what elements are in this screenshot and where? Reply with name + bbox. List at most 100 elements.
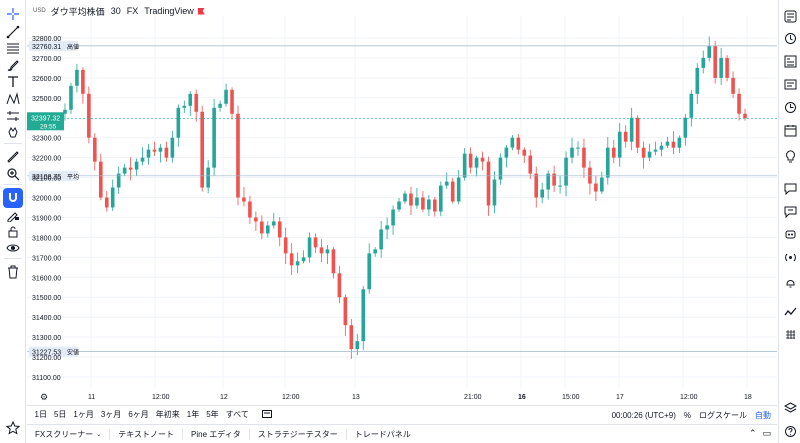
time-tick-label: 12 xyxy=(220,394,228,401)
chart-area[interactable]: 32760.31 高値 32108.75 平均 31227.53 安値 32397.32 29… xyxy=(27,0,777,405)
clock-readout[interactable]: 00:00:26 (UTC+9) xyxy=(611,410,676,420)
range-all[interactable]: すべて xyxy=(225,410,249,419)
currency-badge[interactable]: USD xyxy=(33,8,46,14)
price-axis: 32800.00 32700.00 32600.00 32500.00 32300.00… xyxy=(32,36,61,382)
candle-body xyxy=(301,257,306,262)
range-6m[interactable]: 6ヶ月 xyxy=(128,410,149,419)
tab-trade-panel[interactable]: トレードパネル xyxy=(345,428,419,440)
candle-body xyxy=(719,57,723,78)
price-tick-label: 32200.00 xyxy=(32,156,61,163)
idea-icon[interactable] xyxy=(782,148,798,164)
trash-icon[interactable] xyxy=(3,262,23,282)
layers-icon[interactable] xyxy=(782,400,798,416)
reference-lines: 32760.31 高値 32108.75 平均 31227.53 安値 32397.3229… xyxy=(27,40,777,357)
measure-icon[interactable] xyxy=(3,106,23,126)
ruler-icon[interactable] xyxy=(3,147,23,167)
range-1d[interactable]: 1日 xyxy=(34,410,47,419)
tab-strategy-tester[interactable]: ストラテジーテスター xyxy=(248,428,346,440)
candle-body xyxy=(743,113,747,119)
gear-icon[interactable]: ⚙ xyxy=(40,392,48,402)
candle-body xyxy=(546,173,550,190)
pattern-icon[interactable] xyxy=(3,89,23,109)
zoom-icon[interactable] xyxy=(3,164,23,184)
calendar-icon[interactable] xyxy=(782,122,798,138)
hotlist-icon[interactable] xyxy=(782,303,798,319)
streams-icon[interactable] xyxy=(782,203,798,219)
high-tag xyxy=(29,40,78,51)
collapse-icon[interactable]: ⌃ xyxy=(748,428,757,438)
watchlist-icon[interactable] xyxy=(782,8,798,24)
time-tick-label: 12:00 xyxy=(680,394,698,401)
time-tick-label: 13 xyxy=(352,394,360,401)
goto-date-icon[interactable] xyxy=(258,409,275,420)
crosshair-icon[interactable] xyxy=(3,4,23,24)
news-icon[interactable] xyxy=(782,76,798,92)
pattern-grid-icon[interactable] xyxy=(782,326,798,342)
eye-icon[interactable] xyxy=(3,238,23,258)
current-countdown: 29:55 xyxy=(40,123,57,130)
broadcast-icon[interactable] xyxy=(782,226,798,242)
ideas-stream-icon[interactable] xyxy=(782,273,798,289)
candle-body xyxy=(313,237,318,248)
tab-fx-screener[interactable]: FXスクリーナー ⌄ xyxy=(27,429,109,440)
candle-body xyxy=(576,147,580,149)
price-tick-label: 32000.00 xyxy=(32,196,61,203)
price-tick-label: 31100.00 xyxy=(32,375,61,382)
candle-body xyxy=(683,117,688,138)
tab-pine-editor[interactable]: Pine エディタ xyxy=(182,428,249,440)
time-tick-label: 12:00 xyxy=(152,394,170,401)
maximize-icon[interactable]: ▭ xyxy=(762,428,771,438)
candle-body xyxy=(93,137,97,162)
star-icon[interactable] xyxy=(3,418,23,438)
magnet-icon[interactable] xyxy=(3,188,23,208)
candle-body xyxy=(283,237,288,254)
candle-body xyxy=(242,197,246,202)
candle-body xyxy=(564,157,568,186)
chart-grid xyxy=(27,16,777,388)
chat-icon[interactable] xyxy=(782,180,798,196)
candle-body xyxy=(104,197,109,208)
range-1m[interactable]: 1ヶ月 xyxy=(73,410,94,419)
range-ytd[interactable]: 年初来 xyxy=(155,410,180,419)
text-icon[interactable] xyxy=(3,72,23,92)
range-5d[interactable]: 5日 xyxy=(53,410,67,419)
time-tick-label: 21:00 xyxy=(464,394,482,401)
candle-body xyxy=(271,221,276,226)
help-icon[interactable] xyxy=(782,423,798,439)
alerts-icon[interactable] xyxy=(782,30,798,46)
trend-line-icon[interactable] xyxy=(3,22,23,42)
unlock-icon[interactable] xyxy=(3,222,23,242)
candle-body xyxy=(421,197,425,210)
candle-body xyxy=(653,149,658,152)
range-3m[interactable]: 3ヶ月 xyxy=(100,410,122,419)
range-1y[interactable]: 1年 xyxy=(186,410,200,419)
lock-drawing-icon[interactable] xyxy=(3,205,23,225)
range-5y[interactable]: 5年 xyxy=(206,410,219,419)
candle-body xyxy=(289,253,294,266)
candle-body xyxy=(701,57,706,68)
candle-body xyxy=(629,117,634,142)
candle-body xyxy=(110,187,115,208)
candle-body xyxy=(230,89,234,114)
percent-toggle[interactable]: % xyxy=(683,410,691,420)
flag-icon[interactable] xyxy=(197,7,205,15)
chevron-down-icon[interactable]: ⌄ xyxy=(96,431,102,438)
symbol-legend[interactable]: USD ダウ平均株価 30 FX TradingView xyxy=(33,4,205,18)
candle-body xyxy=(385,225,389,230)
candle-body xyxy=(254,217,258,222)
right-toolbar xyxy=(778,0,800,443)
log-scale-toggle[interactable]: ログスケール xyxy=(699,410,747,420)
brush-icon[interactable] xyxy=(3,55,23,75)
candle-body xyxy=(277,221,282,238)
fib-icon[interactable] xyxy=(3,38,23,58)
clock-icon[interactable] xyxy=(782,99,798,115)
candle-body xyxy=(128,167,133,170)
candle-body xyxy=(224,89,228,104)
price-tick-label: 32300.00 xyxy=(32,136,61,143)
candlestick-chart[interactable]: 32760.31 高値 32108.75 平均 31227.53 安値 32397.3229… xyxy=(27,0,777,405)
auto-scale-toggle[interactable]: 自動 xyxy=(755,410,771,420)
bell-icon[interactable] xyxy=(782,249,798,265)
hand-icon[interactable] xyxy=(3,122,23,142)
data-window-icon[interactable] xyxy=(782,53,798,69)
tab-text-notes[interactable]: テキストノート xyxy=(109,428,182,440)
